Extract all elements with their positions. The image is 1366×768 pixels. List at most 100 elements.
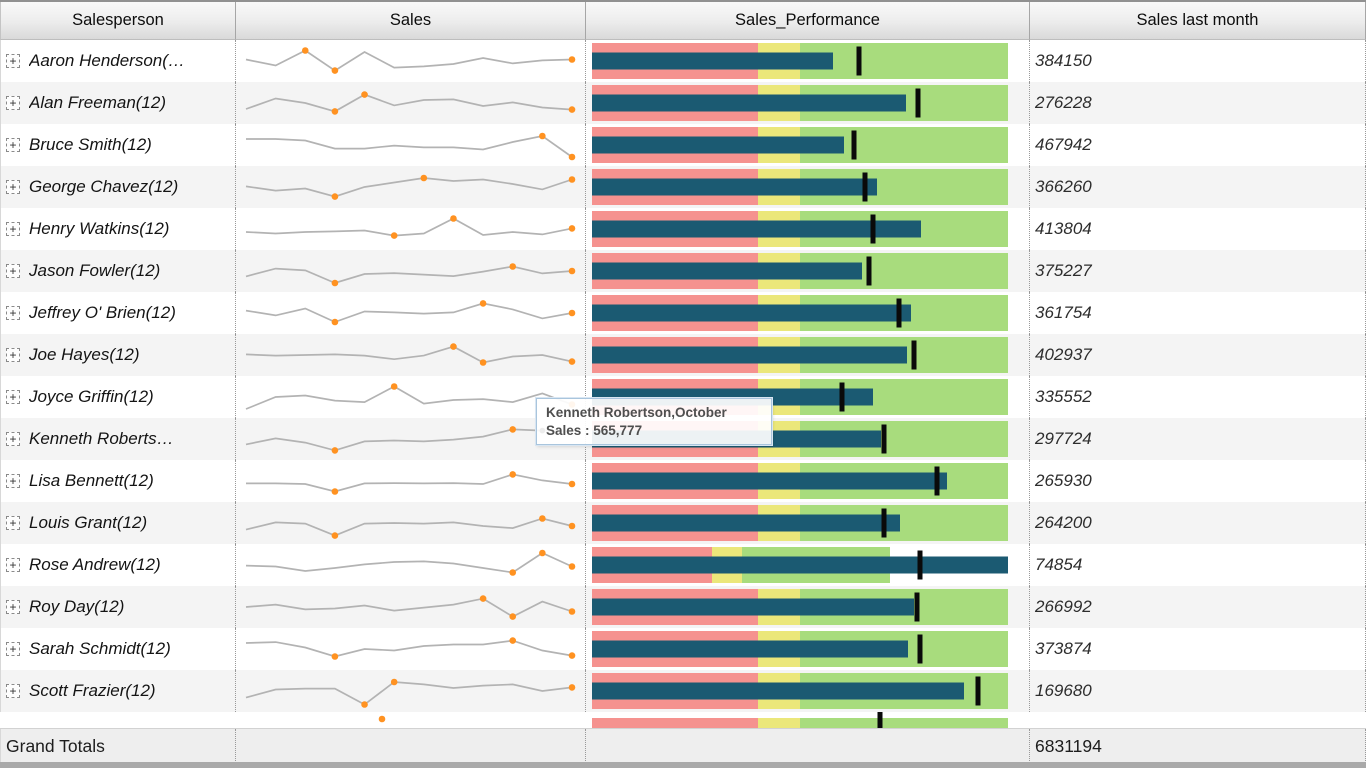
salesperson-label[interactable]: Joyce Griffin(12) (29, 387, 154, 406)
sparkline-point-marker (509, 613, 517, 620)
expand-icon[interactable]: + (6, 390, 20, 404)
expand-icon[interactable]: + (6, 516, 20, 530)
sales-last-month-value[interactable]: 276228 (1035, 93, 1092, 112)
sales-last-month-value[interactable]: 384150 (1035, 51, 1092, 70)
sales-performance-cell[interactable] (586, 502, 1030, 544)
salesperson-label[interactable]: Bruce Smith(12) (29, 135, 152, 154)
expand-icon[interactable]: + (6, 684, 20, 698)
sales-sparkline-cell[interactable] (236, 292, 586, 334)
bullet-band-green (800, 43, 1008, 79)
expand-icon[interactable]: + (6, 348, 20, 362)
grand-totals-value[interactable]: 6831194 (1035, 735, 1102, 756)
expand-icon[interactable]: + (6, 54, 20, 68)
salesperson-label[interactable]: Joe Hayes(12) (29, 345, 140, 364)
sales-performance-cell[interactable] (586, 460, 1030, 502)
expand-icon[interactable]: + (6, 306, 20, 320)
sales-sparkline-cell[interactable] (236, 82, 586, 124)
sales-last-month-value[interactable]: 413804 (1035, 219, 1092, 238)
expand-icon[interactable]: + (6, 96, 20, 110)
sales-performance-cell[interactable] (586, 628, 1030, 670)
sales-sparkline-cell[interactable] (236, 124, 586, 166)
expand-icon[interactable]: + (6, 222, 20, 236)
sales-last-month-value[interactable]: 375227 (1035, 261, 1092, 280)
expand-icon[interactable]: + (6, 180, 20, 194)
column-header-salesperson[interactable]: Salesperson (0, 2, 236, 40)
salesperson-cell: + Sarah Schmidt(12) (0, 628, 236, 670)
sales-sparkline-cell[interactable] (236, 586, 586, 628)
expand-icon[interactable]: + (6, 474, 20, 488)
bullet-target-marker (934, 466, 940, 496)
sales-sparkline-cell[interactable] (236, 628, 586, 670)
sales-performance-cell[interactable] (586, 586, 1030, 628)
sales-last-month-value[interactable]: 265930 (1035, 471, 1092, 490)
column-header-sales-last-month[interactable]: Sales last month (1030, 2, 1366, 40)
expand-icon[interactable]: + (6, 558, 20, 572)
sales-last-month-value[interactable]: 169680 (1035, 681, 1092, 700)
bullet-target-marker (851, 130, 857, 160)
table-row: + Louis Grant(12) 264200 (0, 502, 1366, 544)
bullet-target-marker (839, 382, 845, 412)
salesperson-label[interactable]: Kenneth Roberts… (29, 429, 174, 448)
expand-icon[interactable]: + (6, 642, 20, 656)
sales-last-month-value[interactable]: 361754 (1035, 303, 1092, 322)
sales-sparkline-cell[interactable] (236, 334, 586, 376)
sales-last-month-value[interactable]: 467942 (1035, 135, 1092, 154)
sales-last-month-value[interactable]: 366260 (1035, 177, 1092, 196)
salesperson-label[interactable]: George Chavez(12) (29, 177, 179, 196)
sales-sparkline-cell[interactable] (236, 418, 586, 460)
sales-sparkline-cell[interactable] (236, 40, 586, 82)
salesperson-label[interactable]: Jeffrey O' Brien(12) (29, 303, 176, 322)
bottom-scrollbar-track[interactable] (0, 762, 1366, 768)
sales-last-month-value[interactable]: 373874 (1035, 639, 1092, 658)
sales-performance-cell[interactable] (586, 166, 1030, 208)
sales-performance-cell[interactable] (586, 544, 1030, 586)
bullet-target-marker (866, 256, 872, 286)
sales-last-month-cell: 276228 (1030, 82, 1366, 124)
salesperson-label[interactable]: Alan Freeman(12) (29, 93, 167, 112)
bullet-target-marker (917, 550, 923, 580)
sales-sparkline-cell[interactable] (236, 208, 586, 250)
salesperson-label[interactable]: Scott Frazier(12) (29, 681, 156, 700)
sales-sparkline-cell[interactable] (236, 544, 586, 586)
sales-performance-cell[interactable] (586, 292, 1030, 334)
sales-last-month-value[interactable]: 297724 (1035, 429, 1092, 448)
expand-icon[interactable]: + (6, 432, 20, 446)
salesperson-label[interactable]: Sarah Schmidt(12) (29, 639, 171, 658)
sparkline-point-marker (539, 549, 546, 557)
salesperson-cell: + Aaron Henderson(… (0, 40, 236, 82)
salesperson-label[interactable]: Aaron Henderson(… (29, 51, 185, 70)
column-header-sales-performance[interactable]: Sales_Performance (586, 2, 1030, 40)
expand-icon[interactable]: + (6, 600, 20, 614)
sparkline-chart (245, 300, 576, 326)
salesperson-label[interactable]: Roy Day(12) (29, 597, 125, 616)
sales-sparkline-cell[interactable] (236, 670, 586, 712)
salesperson-label[interactable]: Rose Andrew(12) (29, 555, 161, 574)
sales-sparkline-cell[interactable] (236, 502, 586, 544)
sales-last-month-value[interactable]: 264200 (1035, 513, 1092, 532)
sales-performance-cell[interactable] (586, 40, 1030, 82)
expand-icon[interactable]: + (6, 138, 20, 152)
salesperson-label[interactable]: Henry Watkins(12) (29, 219, 170, 238)
sales-last-month-value[interactable]: 402937 (1035, 345, 1092, 364)
sales-sparkline-cell[interactable] (236, 376, 586, 418)
sales-performance-cell[interactable] (586, 208, 1030, 250)
sales-performance-cell[interactable] (586, 670, 1030, 712)
sales-last-month-value[interactable]: 74854 (1035, 555, 1083, 574)
sales-performance-cell[interactable] (586, 82, 1030, 124)
column-header-sales[interactable]: Sales (236, 2, 586, 40)
sales-performance-cell[interactable] (586, 334, 1030, 376)
sales-last-month-value[interactable]: 266992 (1035, 597, 1092, 616)
sales-sparkline-cell[interactable] (236, 460, 586, 502)
sales-sparkline-cell[interactable] (236, 250, 586, 292)
salesperson-label[interactable]: Louis Grant(12) (29, 513, 148, 532)
sales-last-month-value[interactable]: 335552 (1035, 387, 1092, 406)
salesperson-cell: + Jeffrey O' Brien(12) (0, 292, 236, 334)
sales-last-month-cell: 366260 (1030, 166, 1366, 208)
salesperson-label[interactable]: Lisa Bennett(12) (29, 471, 154, 490)
bullet-measure-bar (592, 514, 900, 532)
sales-performance-cell[interactable] (586, 250, 1030, 292)
expand-icon[interactable]: + (6, 264, 20, 278)
salesperson-label[interactable]: Jason Fowler(12) (29, 261, 161, 280)
sales-sparkline-cell[interactable] (236, 166, 586, 208)
sales-performance-cell[interactable] (586, 124, 1030, 166)
